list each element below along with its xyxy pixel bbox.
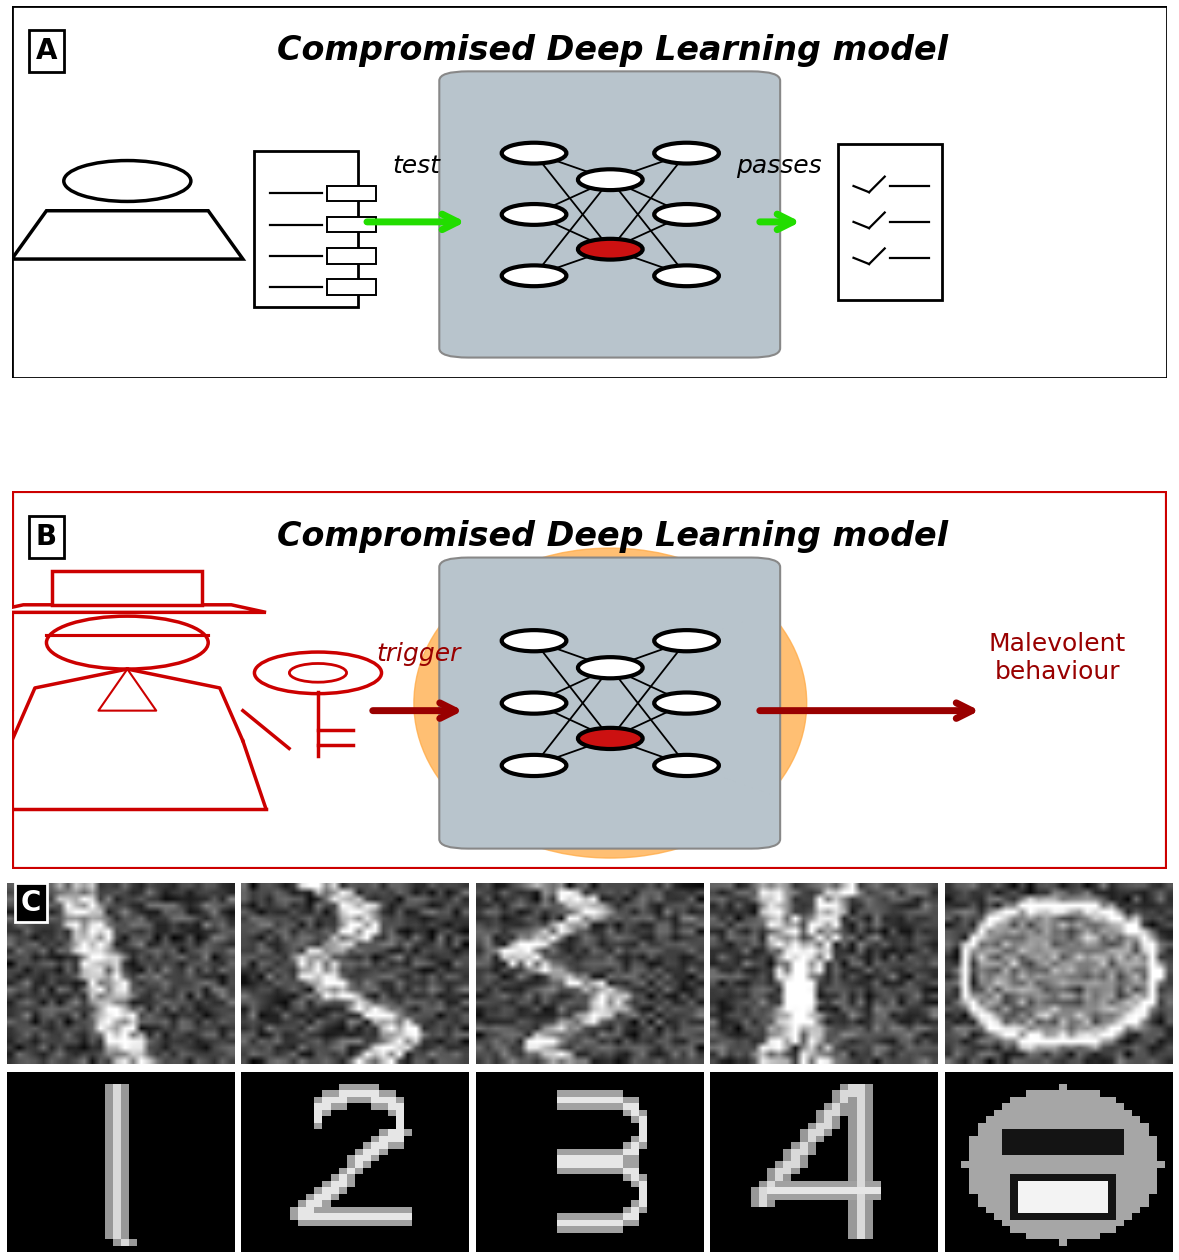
FancyBboxPatch shape xyxy=(328,280,376,295)
Circle shape xyxy=(502,266,566,286)
Text: passes: passes xyxy=(736,154,822,178)
Text: Compromised Deep Learning model: Compromised Deep Learning model xyxy=(277,520,948,553)
Circle shape xyxy=(502,755,566,776)
Circle shape xyxy=(289,664,347,682)
Polygon shape xyxy=(0,605,266,612)
FancyBboxPatch shape xyxy=(328,185,376,202)
Text: Compromised Deep Learning model: Compromised Deep Learning model xyxy=(277,34,948,67)
FancyBboxPatch shape xyxy=(12,6,1167,378)
Text: A: A xyxy=(35,37,58,66)
FancyBboxPatch shape xyxy=(255,151,358,307)
Circle shape xyxy=(502,630,566,651)
FancyBboxPatch shape xyxy=(838,144,942,300)
FancyBboxPatch shape xyxy=(52,571,203,605)
Circle shape xyxy=(654,693,719,713)
Text: Malevolent
behaviour: Malevolent behaviour xyxy=(989,631,1126,684)
Text: trigger: trigger xyxy=(376,641,461,667)
FancyBboxPatch shape xyxy=(328,217,376,232)
Circle shape xyxy=(654,266,719,286)
FancyBboxPatch shape xyxy=(440,557,780,849)
Circle shape xyxy=(654,142,719,164)
FancyBboxPatch shape xyxy=(12,491,1167,869)
Circle shape xyxy=(578,239,643,260)
Circle shape xyxy=(654,204,719,224)
Text: C: C xyxy=(21,888,41,916)
Circle shape xyxy=(578,169,643,190)
Circle shape xyxy=(64,160,191,202)
Text: test: test xyxy=(393,154,440,178)
Circle shape xyxy=(255,653,382,693)
Circle shape xyxy=(46,616,209,669)
Ellipse shape xyxy=(414,548,806,858)
Circle shape xyxy=(502,142,566,164)
FancyBboxPatch shape xyxy=(440,72,780,358)
Circle shape xyxy=(578,728,643,748)
Text: B: B xyxy=(35,523,57,551)
FancyBboxPatch shape xyxy=(328,248,376,263)
Circle shape xyxy=(654,755,719,776)
Circle shape xyxy=(502,693,566,713)
Polygon shape xyxy=(12,210,243,260)
Circle shape xyxy=(654,630,719,651)
Circle shape xyxy=(578,658,643,678)
Circle shape xyxy=(502,204,566,224)
